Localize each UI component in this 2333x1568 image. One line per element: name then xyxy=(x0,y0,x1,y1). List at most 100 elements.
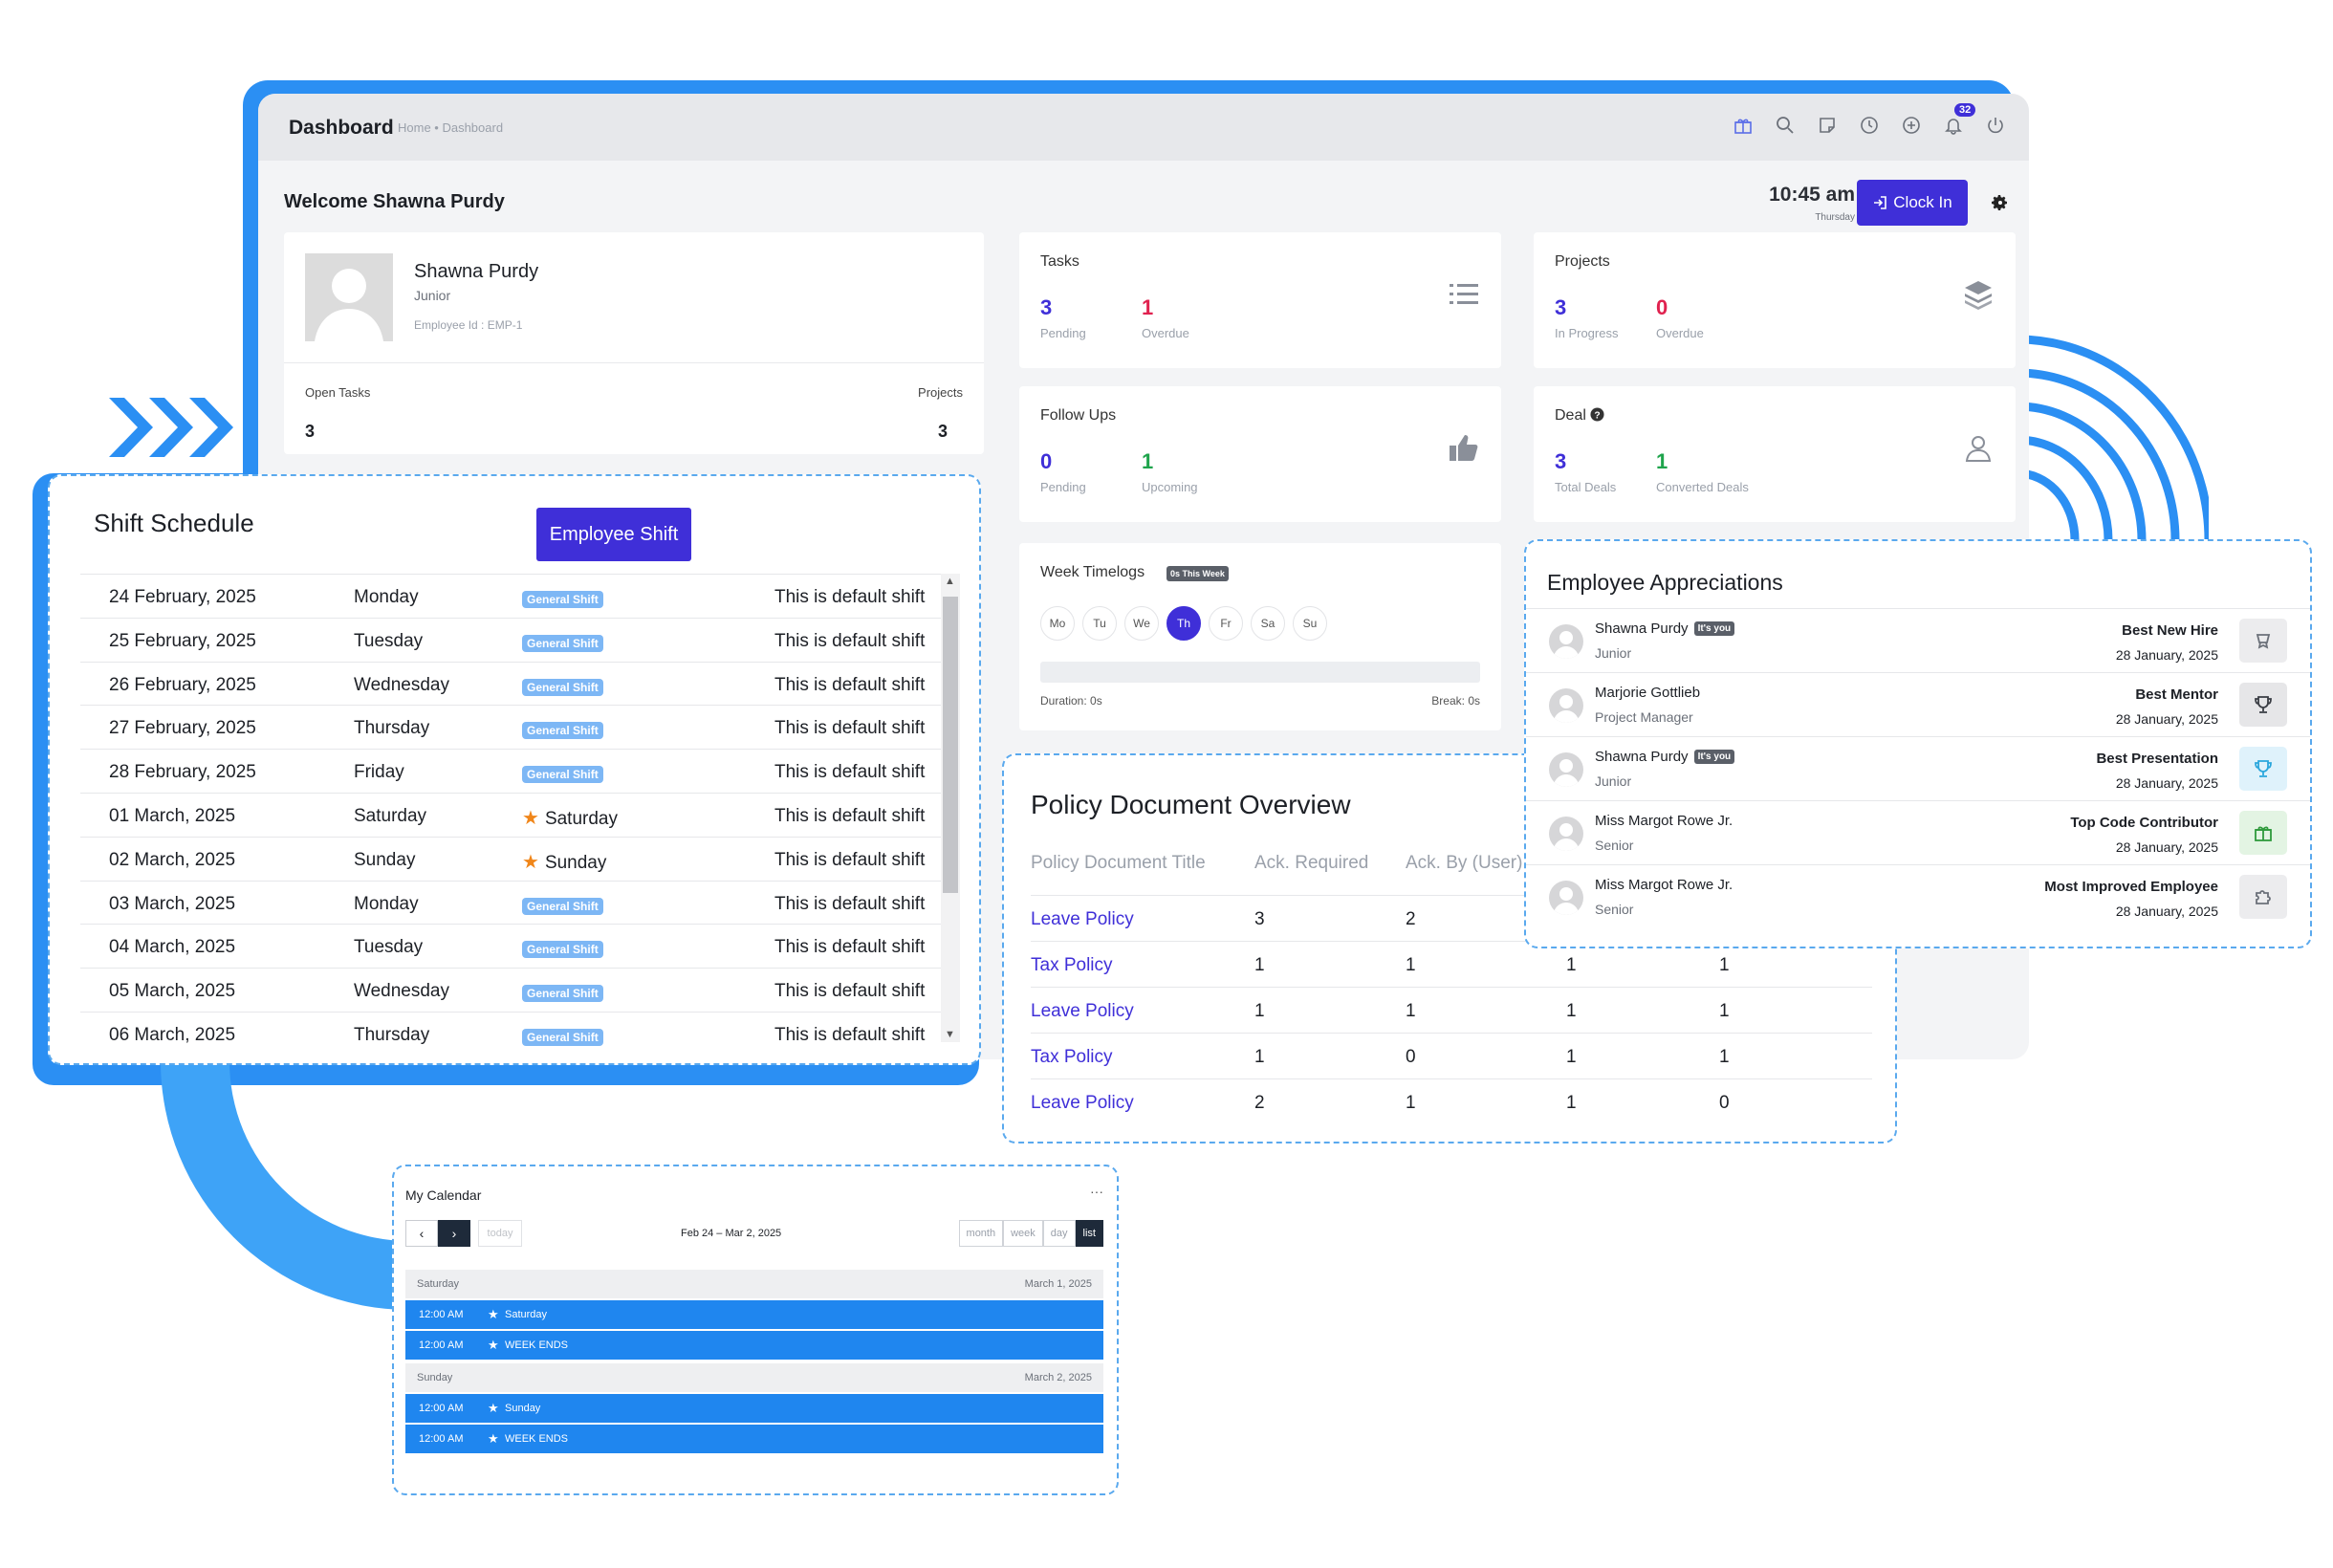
award-name[interactable]: Most Improved Employee xyxy=(2044,879,2218,895)
calendar-view-list[interactable]: list xyxy=(1075,1220,1103,1247)
week-timelogs-badge: 0s This Week xyxy=(1166,566,1229,581)
followups-upcoming-value[interactable]: 1 xyxy=(1142,449,1154,473)
more-options-icon[interactable]: ··· xyxy=(1090,1184,1103,1199)
timelog-progress-bar xyxy=(1040,662,1480,683)
tasks-overdue-value[interactable]: 1 xyxy=(1142,295,1154,319)
calendar-next-button[interactable]: › xyxy=(438,1220,470,1247)
shift-day: Tuesday xyxy=(354,937,424,958)
shift-badge: General Shift xyxy=(522,634,603,652)
employee-name[interactable]: Shawna Purdy It's you xyxy=(1595,621,1735,637)
employee-name[interactable]: Miss Margot Rowe Jr. xyxy=(1595,877,1733,893)
gift-icon[interactable] xyxy=(1733,115,1754,136)
policy-overview-title: Policy Document Overview xyxy=(1031,790,1351,819)
projects-in-progress-value[interactable]: 3 xyxy=(1555,295,1567,319)
open-tasks-value[interactable]: 3 xyxy=(305,422,316,441)
svg-text:?: ? xyxy=(1595,410,1601,421)
projects-overdue-value[interactable]: 0 xyxy=(1656,295,1668,319)
employee-name-text: Shawna Purdy xyxy=(1595,749,1689,765)
calendar-today-button[interactable]: today xyxy=(478,1220,522,1247)
weekday-su[interactable]: Su xyxy=(1293,606,1327,641)
policy-cell: 1 xyxy=(1254,1047,1265,1067)
policy-cell: 1 xyxy=(1566,1047,1577,1067)
profile-employee-id: Employee Id : EMP-1 xyxy=(414,318,523,332)
layers-icon xyxy=(1965,281,1992,310)
search-icon[interactable] xyxy=(1775,115,1796,136)
shift-scrollbar[interactable]: ▲ ▼ xyxy=(941,574,960,1042)
star-icon: ★ xyxy=(488,1401,499,1415)
calendar-prev-button[interactable]: ‹ xyxy=(405,1220,438,1247)
scroll-up-icon[interactable]: ▲ xyxy=(945,576,955,587)
weekday-tu[interactable]: Tu xyxy=(1082,606,1117,641)
weekday-we[interactable]: We xyxy=(1124,606,1159,641)
policy-row: Leave Policy 1 1 1 1 xyxy=(1031,987,1872,1033)
award-name[interactable]: Best Presentation xyxy=(2096,751,2218,767)
sticky-note-icon[interactable] xyxy=(1817,115,1838,136)
policy-title-link[interactable]: Leave Policy xyxy=(1031,909,1134,929)
award-name[interactable]: Best New Hire xyxy=(2122,622,2218,639)
notification-badge: 32 xyxy=(1954,103,1976,117)
award-name[interactable]: Best Mentor xyxy=(2135,686,2218,703)
weekday-th[interactable]: Th xyxy=(1166,606,1201,641)
calendar-event[interactable]: 12:00 AM ★ WEEK ENDS xyxy=(405,1331,1103,1360)
gear-icon[interactable] xyxy=(1991,193,2010,212)
employee-name[interactable]: Marjorie Gottlieb xyxy=(1595,685,1700,701)
clock-in-button[interactable]: Clock In xyxy=(1857,180,1968,226)
weekday-sa[interactable]: Sa xyxy=(1251,606,1285,641)
shift-date: 24 February, 2025 xyxy=(109,587,256,607)
thumbs-up-icon xyxy=(1450,435,1478,461)
help-icon[interactable]: ? xyxy=(1590,407,1604,422)
calendar-view-month[interactable]: month xyxy=(958,1220,1004,1247)
welcome-heading: Welcome Shawna Purdy xyxy=(284,191,505,212)
tasks-pending-value[interactable]: 3 xyxy=(1040,295,1053,319)
clock-icon[interactable] xyxy=(1859,115,1880,136)
projects-value[interactable]: 3 xyxy=(937,422,948,441)
deal-total-value[interactable]: 3 xyxy=(1555,449,1567,473)
employee-name-text: Miss Margot Rowe Jr. xyxy=(1595,813,1733,829)
add-circle-icon[interactable] xyxy=(1901,115,1922,136)
breadcrumb[interactable]: Home • Dashboard xyxy=(398,120,504,135)
calendar-view-week[interactable]: week xyxy=(1003,1220,1043,1247)
calendar-event[interactable]: 12:00 AM ★ Sunday xyxy=(405,1394,1103,1423)
policy-row: Leave Policy 3 2 xyxy=(1031,895,1872,941)
employee-name[interactable]: Miss Margot Rowe Jr. xyxy=(1595,813,1733,829)
employee-name[interactable]: Shawna Purdy It's you xyxy=(1595,749,1735,765)
profile-name: Shawna Purdy xyxy=(414,261,539,282)
policy-title-link[interactable]: Tax Policy xyxy=(1031,955,1113,975)
event-time: 12:00 AM xyxy=(419,1403,464,1414)
projects-overdue-label: Overdue xyxy=(1656,326,1704,340)
employee-shift-button[interactable]: Employee Shift xyxy=(536,508,691,561)
weekday-fr[interactable]: Fr xyxy=(1209,606,1243,641)
bell-icon[interactable]: 32 xyxy=(1943,103,1976,136)
shift-badge: General Shift xyxy=(522,1028,603,1046)
avatar xyxy=(1549,817,1583,851)
shift-day: Saturday xyxy=(354,805,427,826)
shift-date: 25 February, 2025 xyxy=(109,630,256,651)
power-icon[interactable] xyxy=(1985,115,2006,136)
clock-in-label: Clock In xyxy=(1893,193,1952,211)
tasks-title: Tasks xyxy=(1040,253,1079,270)
shift-date: 26 February, 2025 xyxy=(109,674,256,695)
award-name[interactable]: Top Code Contributor xyxy=(2070,815,2218,831)
award-date: 28 January, 2025 xyxy=(2115,711,2218,727)
shift-badge: General Shift xyxy=(522,678,603,696)
followups-pending-value[interactable]: 0 xyxy=(1040,449,1053,473)
deal-converted-value[interactable]: 1 xyxy=(1656,449,1668,473)
policy-title-link[interactable]: Leave Policy xyxy=(1031,1093,1134,1113)
calendar-view-day[interactable]: day xyxy=(1042,1220,1076,1247)
calendar-event[interactable]: 12:00 AM ★ Saturday xyxy=(405,1300,1103,1329)
shift-row: 28 February, 2025 Friday General Shift This… xyxy=(80,749,956,793)
star-icon: ★ xyxy=(522,851,539,873)
scroll-thumb[interactable] xyxy=(943,597,958,893)
shift-note: This is default shift xyxy=(774,893,926,914)
calendar-event[interactable]: 12:00 AM ★ WEEK ENDS xyxy=(405,1425,1103,1453)
calendar-day-name: Saturday xyxy=(417,1278,460,1290)
policy-title-link[interactable]: Tax Policy xyxy=(1031,1047,1113,1067)
scroll-down-icon[interactable]: ▼ xyxy=(945,1029,955,1040)
shift-note: This is default shift xyxy=(774,805,926,826)
shift-badge: General Shift xyxy=(522,985,603,1003)
weekday-mo[interactable]: Mo xyxy=(1040,606,1075,641)
policy-title-link[interactable]: Leave Policy xyxy=(1031,1001,1134,1021)
calendar-day-date: March 1, 2025 xyxy=(1024,1278,1092,1290)
policy-cell: 1 xyxy=(1406,955,1416,975)
appreciation-row: Miss Margot Rowe Jr. Senior Top Code Contr… xyxy=(1526,800,2310,864)
